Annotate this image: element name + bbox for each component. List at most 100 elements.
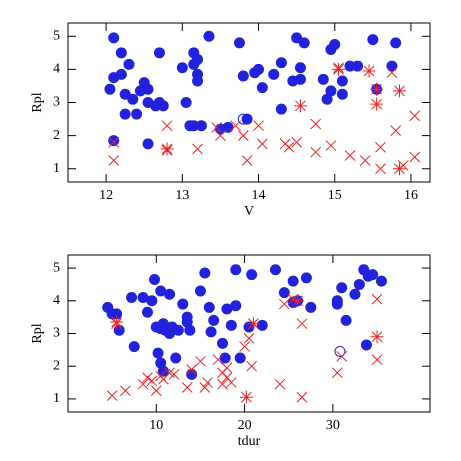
point [317,73,329,85]
point [246,317,260,331]
point [142,138,154,150]
point [334,345,346,357]
point [275,103,287,115]
point [253,63,265,75]
point [246,269,258,281]
point [141,306,153,318]
point [142,83,154,95]
point [225,377,237,388]
point [253,120,264,132]
point [170,352,182,364]
point [108,135,120,147]
point [344,150,356,161]
point [256,138,268,150]
point [120,385,131,397]
point [161,120,173,132]
y-tick-label: 5 [53,260,60,275]
point [291,136,302,148]
point [212,354,224,366]
point [390,37,402,49]
point [217,378,228,390]
point [409,110,421,122]
point [157,365,169,377]
y-tick-label: 4 [53,62,60,77]
point [256,82,268,94]
x-tick-label: 30 [326,418,340,433]
y-tick-label: 3 [53,326,60,341]
point [268,68,280,80]
point [192,143,203,155]
point [230,300,242,312]
point [336,351,348,362]
point [233,37,245,49]
y-tick-label: 3 [53,95,60,110]
point [164,288,176,300]
point [241,155,253,166]
point [294,73,306,85]
point [305,301,317,313]
point [300,272,312,284]
point [115,68,127,80]
point [367,269,379,281]
point [239,390,253,404]
point [131,108,143,120]
point [186,368,198,380]
y-tick-label: 1 [53,161,60,176]
point [217,337,229,349]
point [243,321,255,333]
point [321,93,333,105]
point [256,319,268,331]
point [119,108,131,120]
point [150,385,162,397]
point [137,378,149,390]
point [274,378,286,390]
point [108,32,120,44]
point [278,298,290,310]
point [221,303,233,315]
point [370,330,384,344]
y-axis-label: Rpl [30,323,45,343]
point [275,57,287,69]
point [221,362,233,374]
point [108,136,120,148]
point [344,60,356,72]
point [349,288,361,300]
point [243,333,255,344]
point [176,62,188,74]
point [310,118,322,130]
point [298,37,310,49]
point [375,163,386,175]
point [336,282,348,294]
point [186,364,197,375]
point [168,369,180,380]
point [160,142,174,156]
point [237,70,249,82]
point [278,287,290,299]
point [146,295,158,307]
point [203,30,215,42]
point [375,141,386,153]
point [123,58,135,70]
point [362,64,376,78]
point [219,352,231,364]
point [188,120,200,132]
point [375,275,387,287]
point [152,347,164,359]
point [153,47,165,59]
y-tick-label: 4 [53,293,60,308]
point [181,382,193,393]
point [367,34,379,46]
point [294,62,306,74]
point [146,375,158,387]
x-tick-label: 20 [238,418,252,433]
point [331,298,343,310]
point [371,354,383,366]
point [353,278,365,290]
point [192,75,204,87]
point [211,121,222,133]
point [370,82,384,96]
point [215,130,226,141]
point [180,97,192,108]
point [157,100,169,112]
x-axis-label: V [244,204,254,219]
